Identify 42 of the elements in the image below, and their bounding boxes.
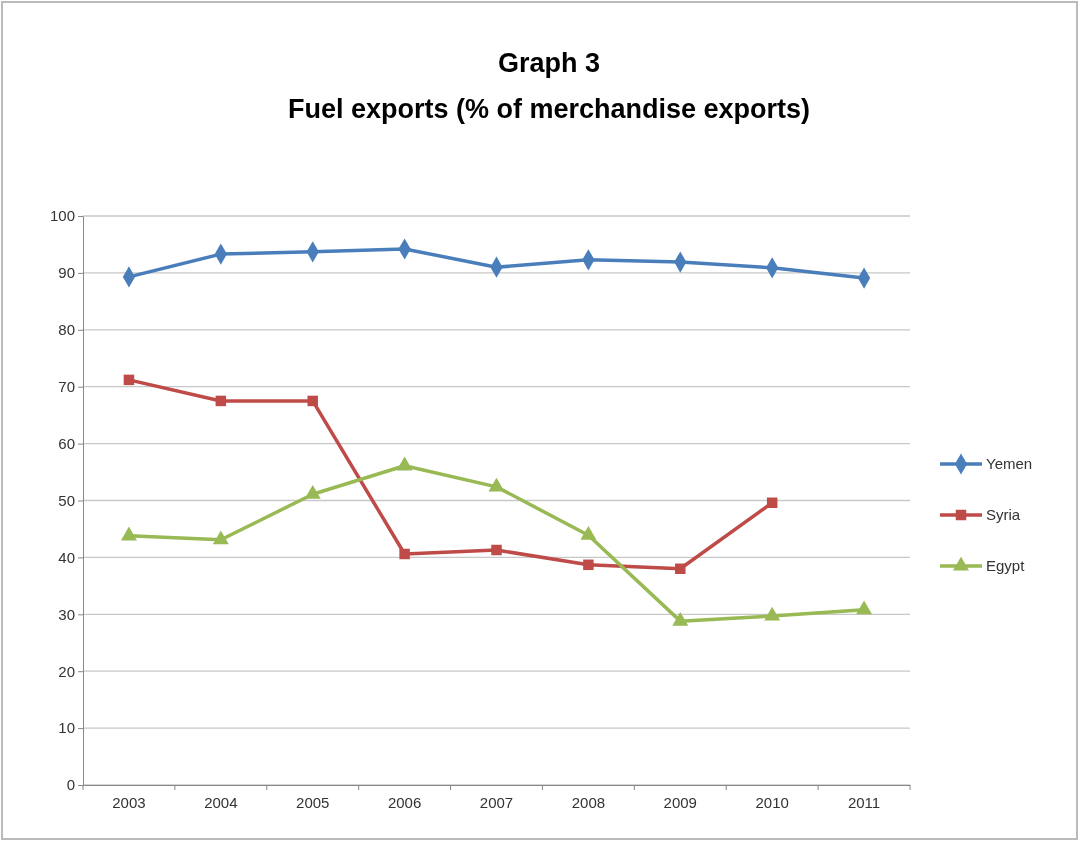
point bbox=[488, 477, 505, 492]
y-tick-label: 0 bbox=[66, 776, 75, 794]
x-tick-label: 2007 bbox=[479, 793, 514, 811]
point bbox=[580, 526, 597, 540]
point bbox=[399, 548, 410, 560]
point bbox=[120, 526, 137, 541]
legend-label: Syria bbox=[986, 506, 1021, 523]
x-tick-label: 2008 bbox=[571, 793, 606, 811]
point bbox=[212, 530, 229, 545]
y-tick-label: 60 bbox=[58, 434, 75, 452]
point bbox=[307, 395, 318, 407]
y-tick-label: 80 bbox=[58, 321, 75, 339]
x-tick-label: 2011 bbox=[847, 793, 881, 811]
y-tick-label: 20 bbox=[58, 662, 75, 680]
y-tick-label: 40 bbox=[58, 548, 75, 566]
legend-label: Egypt bbox=[986, 557, 1026, 574]
x-tick-label: 2010 bbox=[755, 793, 789, 811]
point bbox=[766, 497, 778, 509]
y-tick-label: 10 bbox=[58, 719, 75, 737]
x-tick-label: 2004 bbox=[204, 793, 238, 811]
chart-subtitle: Fuel exports (% of merchandise exports) bbox=[287, 94, 811, 124]
x-tick-label: 2009 bbox=[663, 793, 697, 811]
point bbox=[856, 600, 873, 615]
y-tick-label: 30 bbox=[58, 605, 75, 623]
point bbox=[672, 611, 689, 626]
point bbox=[123, 374, 135, 386]
y-tick-label: 70 bbox=[58, 378, 75, 395]
point bbox=[396, 456, 413, 471]
chart-title: Graph 3 bbox=[497, 48, 601, 78]
point bbox=[764, 606, 781, 621]
y-tick-label: 90 bbox=[58, 264, 75, 282]
point bbox=[675, 563, 686, 575]
y-tick-label: 50 bbox=[58, 491, 75, 509]
y-tick-label: 100 bbox=[49, 207, 75, 225]
point bbox=[491, 544, 502, 556]
point bbox=[304, 485, 321, 499]
legend-label: Yemen bbox=[986, 455, 1033, 472]
x-tick-label: 2006 bbox=[387, 793, 422, 811]
x-tick-label: 2005 bbox=[296, 793, 330, 811]
point bbox=[583, 559, 594, 571]
x-tick-label: 2003 bbox=[112, 793, 146, 811]
point bbox=[215, 395, 227, 407]
